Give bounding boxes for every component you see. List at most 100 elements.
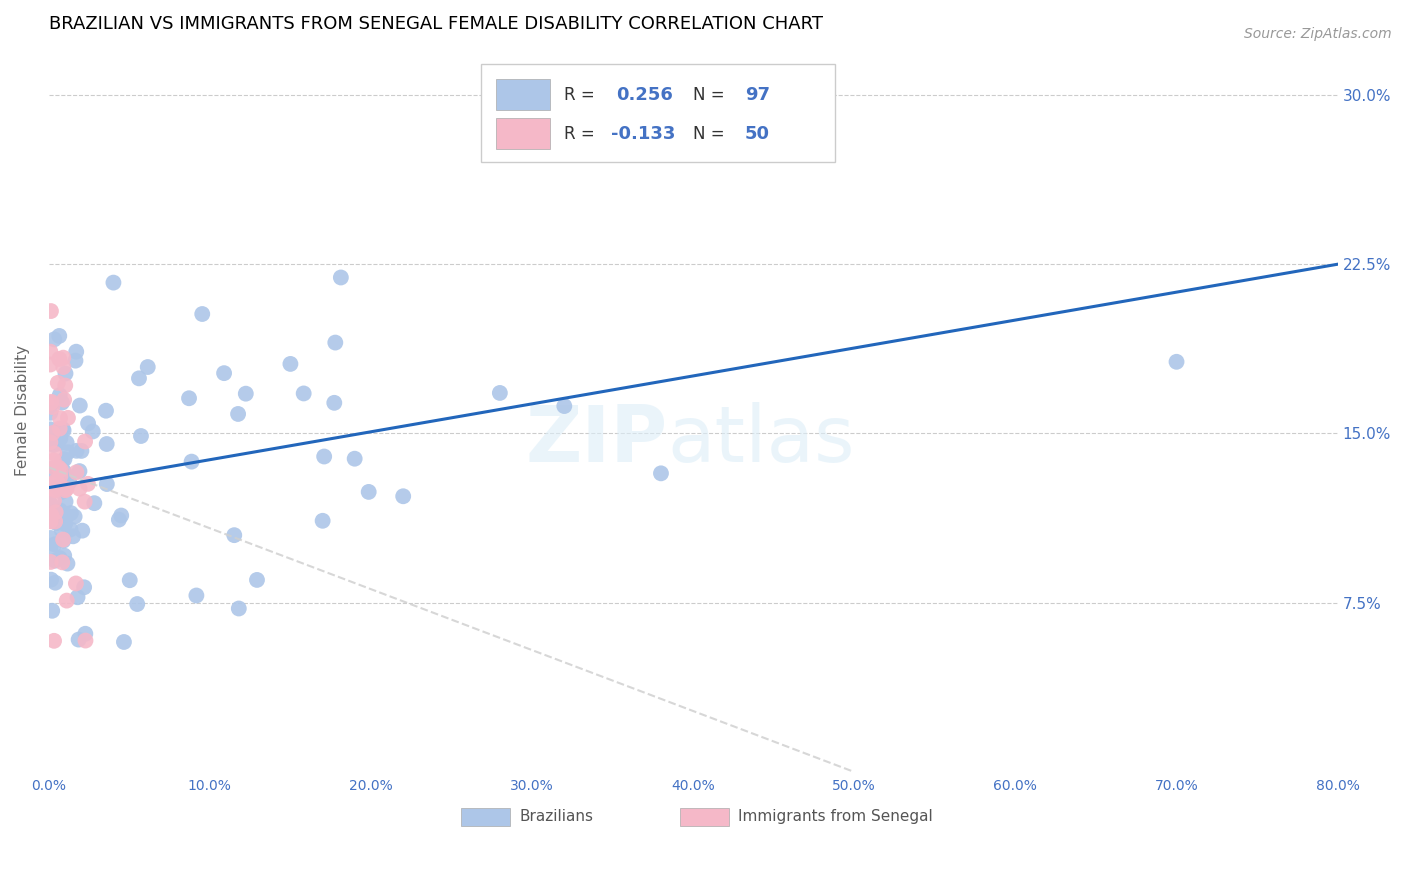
Point — [75, 626, 97, 640]
Point — [39, 555, 62, 569]
Point — [191, 307, 214, 321]
Point — [55, 435, 77, 450]
Point — [49, 432, 72, 446]
Point — [53, 392, 76, 407]
Point — [39, 515, 62, 529]
Point — [48, 460, 70, 475]
Point — [82, 425, 104, 439]
Point — [235, 386, 257, 401]
Point — [357, 484, 380, 499]
Point — [55, 367, 77, 381]
Point — [44, 515, 66, 529]
Point — [53, 549, 76, 563]
Point — [83, 496, 105, 510]
Text: 0.256: 0.256 — [616, 86, 672, 103]
Point — [129, 429, 152, 443]
Point — [44, 475, 66, 489]
Point — [45, 505, 67, 519]
FancyBboxPatch shape — [681, 808, 730, 826]
Point — [39, 541, 62, 556]
Point — [52, 533, 75, 548]
Point — [44, 483, 66, 498]
Point — [186, 589, 208, 603]
FancyBboxPatch shape — [461, 808, 510, 826]
Point — [128, 371, 150, 385]
Point — [49, 388, 72, 402]
Point — [52, 360, 75, 375]
Text: R =: R = — [564, 125, 600, 144]
Point — [65, 443, 87, 458]
Point — [48, 329, 70, 343]
Point — [53, 517, 76, 532]
Point — [39, 573, 62, 587]
Text: ZIP: ZIP — [526, 401, 668, 478]
Point — [323, 335, 346, 350]
Point — [94, 403, 117, 417]
Point — [228, 601, 250, 615]
Point — [63, 509, 86, 524]
Point — [65, 353, 87, 368]
Point — [108, 513, 131, 527]
Point — [46, 376, 69, 390]
Point — [42, 453, 65, 467]
Point — [53, 465, 76, 479]
Point — [44, 537, 66, 551]
Point — [39, 462, 62, 476]
Point — [52, 533, 75, 547]
Text: Brazilians: Brazilians — [519, 809, 593, 824]
Point — [58, 475, 80, 490]
Point — [73, 580, 96, 594]
Point — [77, 476, 100, 491]
Point — [48, 421, 70, 435]
Point — [59, 506, 82, 520]
Point — [52, 424, 75, 438]
Point — [39, 508, 62, 522]
Point — [53, 378, 76, 392]
Point — [44, 575, 66, 590]
Point — [39, 396, 62, 410]
Point — [343, 451, 366, 466]
Point — [56, 557, 79, 571]
Point — [65, 466, 87, 480]
Point — [55, 593, 77, 607]
Point — [51, 555, 73, 569]
Point — [127, 597, 149, 611]
Point — [66, 591, 89, 605]
Point — [55, 470, 77, 484]
Point — [45, 475, 67, 489]
Point — [52, 483, 75, 497]
Point — [42, 493, 65, 508]
Point — [69, 482, 91, 496]
Point — [280, 357, 302, 371]
Point — [51, 523, 73, 537]
Text: N =: N = — [693, 86, 730, 103]
Point — [49, 469, 72, 483]
Point — [180, 455, 202, 469]
Point — [45, 516, 67, 530]
Point — [41, 604, 63, 618]
Point — [112, 635, 135, 649]
Point — [41, 425, 63, 440]
Point — [311, 514, 333, 528]
Point — [118, 573, 141, 587]
Text: N =: N = — [693, 125, 730, 144]
Point — [69, 399, 91, 413]
Y-axis label: Female Disability: Female Disability — [15, 345, 30, 476]
Point — [55, 494, 77, 508]
Point — [69, 464, 91, 478]
Point — [1166, 355, 1188, 369]
Point — [67, 632, 90, 647]
FancyBboxPatch shape — [496, 78, 550, 110]
Point — [553, 399, 575, 413]
Point — [246, 573, 269, 587]
Point — [224, 528, 246, 542]
Point — [329, 270, 352, 285]
Point — [44, 446, 66, 460]
Point — [39, 304, 62, 318]
Point — [72, 524, 94, 538]
Point — [650, 467, 672, 481]
Point — [44, 460, 66, 475]
Point — [177, 391, 200, 405]
Point — [51, 484, 73, 499]
Point — [53, 452, 76, 467]
